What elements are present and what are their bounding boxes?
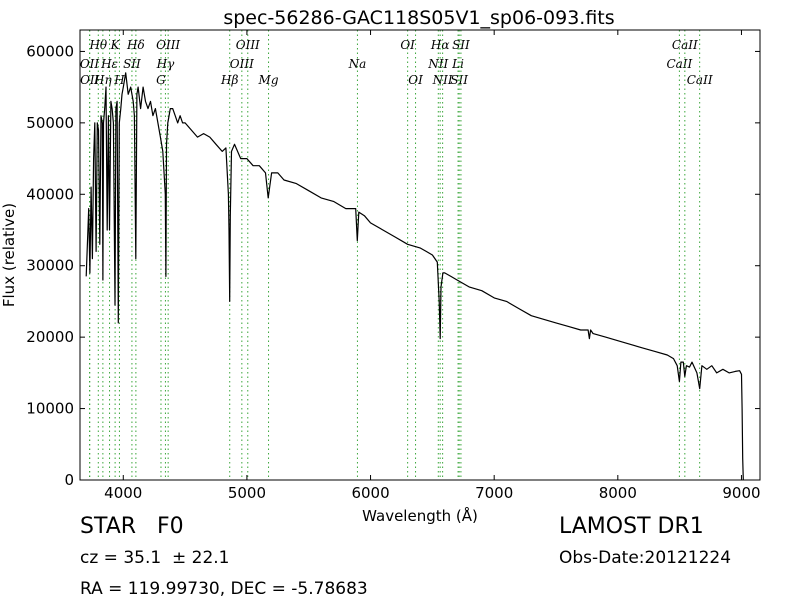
spectrum-line	[85, 72, 744, 481]
object-subclass: F0	[157, 514, 184, 539]
redshift-velocity: cz = 35.1 ± 22.1	[80, 548, 230, 568]
spectral-line-label: CaII	[666, 57, 692, 71]
spectral-line-label: Hη	[93, 73, 112, 87]
spectral-line-label: CaII	[687, 73, 713, 87]
spectral-line-label: Hθ	[88, 38, 107, 52]
spectral-line-label: OIII	[230, 57, 254, 71]
spectral-line-label: H	[113, 73, 125, 87]
y-tick-label: 40000	[26, 185, 74, 203]
spectral-line-label: NII	[432, 73, 453, 87]
spectral-line-label: OII	[80, 73, 100, 87]
spectral-line-label: OIII	[156, 38, 180, 52]
y-tick-label: 60000	[26, 42, 74, 60]
x-tick-label: 6000	[351, 484, 389, 502]
x-tick-label: 9000	[722, 484, 760, 502]
observation-date: Obs-Date:20121224	[559, 548, 732, 568]
y-tick-label: 30000	[26, 257, 74, 275]
y-tick-label: 0	[64, 471, 74, 489]
spectral-line-label: Li	[451, 57, 464, 71]
survey-name: LAMOST DR1	[559, 514, 704, 539]
spectrum-plot	[85, 72, 744, 481]
y-tick-label: 10000	[26, 400, 74, 418]
y-tick-label: 20000	[26, 328, 74, 346]
spectral-line-label: OII	[80, 57, 100, 71]
x-axis-label: Wavelength (Å)	[362, 506, 478, 525]
x-tick-label: 7000	[475, 484, 513, 502]
spectral-line-label: Hδ	[126, 38, 145, 52]
x-tick-label: 8000	[599, 484, 637, 502]
y-tick-label: 50000	[26, 114, 74, 132]
spectral-line-label: CaII	[672, 38, 698, 52]
spectral-line-label: Hα	[430, 38, 450, 52]
spectral-line-label: Hγ	[156, 57, 175, 71]
spectral-line-label: OIII	[236, 38, 260, 52]
spectral-line-label: SII	[450, 73, 468, 87]
spectral-line-label: Hε	[100, 57, 118, 71]
spectral-line-label: Hβ	[220, 73, 238, 87]
x-tick-label: 5000	[228, 484, 266, 502]
coordinates: RA = 119.99730, DEC = -5.78683	[80, 579, 368, 599]
chart-title: spec-56286-GAC118S05V1_sp06-093.fits	[223, 7, 614, 29]
object-class: STAR	[80, 514, 137, 539]
spectral-line-label: SII	[123, 57, 141, 71]
spectral-line-label: SII	[452, 38, 470, 52]
plot-frame	[79, 29, 761, 481]
spectral-line-label: NII	[427, 57, 448, 71]
spectral-line-label: OI	[400, 38, 415, 52]
spectral-line-label: G	[156, 73, 166, 87]
axis-ticks: 4000 5000 6000 7000 8000 9000 0 10000 20000 30000…	[26, 30, 761, 502]
x-tick-label: 4000	[104, 484, 142, 502]
spectral-line-label: Na	[348, 57, 367, 71]
spectral-line-label: K	[110, 38, 121, 52]
spectral-line-label: Mg	[258, 73, 279, 87]
y-axis-label: Flux (relative)	[0, 203, 18, 307]
spectral-line-label: OI	[408, 73, 423, 87]
spectral-line-markers: HθOIIOIIHηHεKHSIIHδGHγOIIIHβOIIIOIIIMgNa…	[80, 30, 713, 480]
